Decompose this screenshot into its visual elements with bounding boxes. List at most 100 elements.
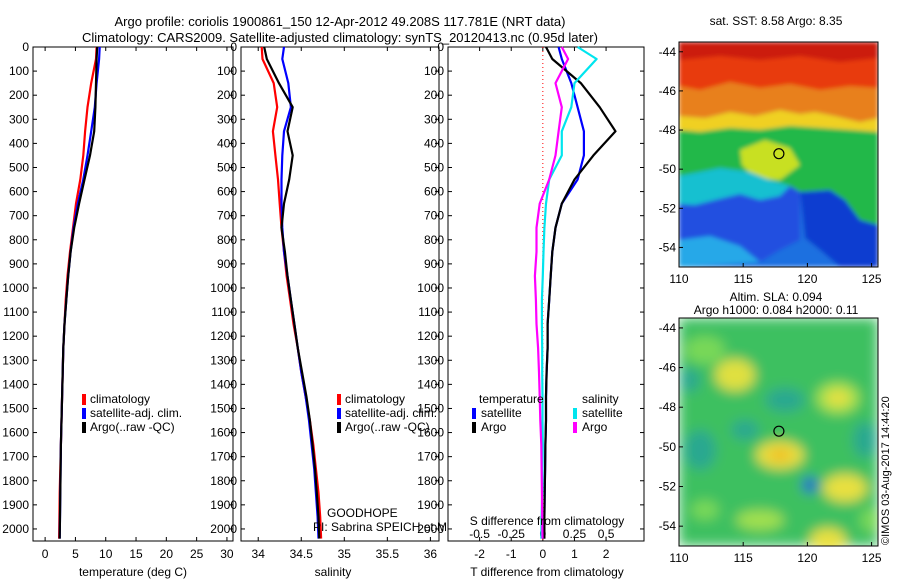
y-tick-label: -48 xyxy=(659,400,677,414)
x-tick-label: 34.5 xyxy=(290,547,314,561)
legend-swatch-sal-satellite xyxy=(573,408,577,419)
x-tick-label: 35 xyxy=(338,547,352,561)
x-tick-label: 0 xyxy=(539,547,546,561)
difference-legend: temperature salinity satellite Argo sate… xyxy=(472,392,623,434)
legend-label-climatology: climatology xyxy=(345,392,405,406)
x-tick-label: 35.5 xyxy=(376,547,400,561)
y-tick-label: 1500 xyxy=(210,401,237,415)
x-tick-label: 15 xyxy=(129,547,143,561)
top-tick-label: 0.5 xyxy=(598,527,615,541)
y-tick-label: 300 xyxy=(424,112,444,126)
y-tick-label: 0 xyxy=(22,40,29,54)
imos-credit: ©IMOS 03-Aug-2017 14:44:20 xyxy=(880,396,892,545)
y-tick-label: 1300 xyxy=(417,353,444,367)
y-tick-label: 1700 xyxy=(2,450,29,464)
legend-label-sal-argo: Argo xyxy=(582,420,608,434)
x-tick-label: 30 xyxy=(220,547,234,561)
legend-swatch-satellite xyxy=(337,408,341,419)
sla-map-axes: 110 115 120 125 -44 -46 -48 -50 -52 -54 xyxy=(659,321,882,565)
y-tick-label: 300 xyxy=(217,112,237,126)
y-tick-label: 1500 xyxy=(417,401,444,415)
y-tick-label: 1400 xyxy=(417,377,444,391)
legend-label-climatology: climatology xyxy=(90,392,150,406)
y-tick-label: 900 xyxy=(217,257,237,271)
y-tick-label: 500 xyxy=(424,160,444,174)
sla-heatmap xyxy=(679,318,878,546)
y-tick-label: 1300 xyxy=(210,353,237,367)
y-tick-label: 2000 xyxy=(2,522,29,536)
y-tick-label: 600 xyxy=(217,185,237,199)
x-tick-label: 0 xyxy=(42,547,49,561)
salinity-axes: 34 34.5 35 35.5 36 0 100 200 300 400 500 600 700 800 9… xyxy=(210,40,439,561)
legend-label-temp-argo: Argo xyxy=(481,420,507,434)
sst-map-title: sat. SST: 8.58 Argo: 8.35 xyxy=(710,14,843,28)
y-tick-label: 400 xyxy=(9,136,29,150)
x-tick-label: 2 xyxy=(603,547,610,561)
x-tick-label: -2 xyxy=(474,547,485,561)
y-tick-label: -52 xyxy=(659,480,677,494)
sla-map-panel: Altim. SLA: 0.094 Argo h1000: 0.084 h200… xyxy=(659,290,882,565)
legend-swatch-temp-argo xyxy=(472,422,476,433)
top-tick-label: -0.25 xyxy=(498,527,526,541)
x-tick-label: 125 xyxy=(862,272,882,286)
difference-axes: -2 -1 0 1 2 0 100 200 300 400 500 600 700 800 900 1000 1… xyxy=(417,40,644,561)
y-tick-label: 100 xyxy=(424,64,444,78)
x-tick-label: 120 xyxy=(797,551,817,565)
y-tick-label: -44 xyxy=(659,45,677,59)
y-tick-label: 1800 xyxy=(210,474,237,488)
y-tick-label: 600 xyxy=(9,185,29,199)
temperature-legend: climatology satellite-adj. clim. Argo(..… xyxy=(82,392,182,434)
x-tick-label: 125 xyxy=(862,551,882,565)
y-tick-label: 1500 xyxy=(2,401,29,415)
y-tick-label: -54 xyxy=(659,519,677,533)
y-tick-label: -44 xyxy=(659,321,677,335)
y-tick-label: 900 xyxy=(9,257,29,271)
difference-series xyxy=(533,46,617,539)
y-tick-label: 100 xyxy=(217,64,237,78)
y-tick-label: -50 xyxy=(659,440,677,454)
temperature-xlabel: temperature (deg C) xyxy=(79,565,187,579)
salinity-panel: 34 34.5 35 35.5 3601002003004005006007008009… xyxy=(210,40,515,579)
y-tick-label: 1600 xyxy=(417,426,444,440)
y-tick-label: 1900 xyxy=(210,498,237,512)
y-tick-label: 800 xyxy=(424,233,444,247)
salinity-plot-frame xyxy=(240,46,440,542)
y-tick-label: 1700 xyxy=(417,450,444,464)
legend-label-argo: Argo(..raw -QC) xyxy=(345,420,430,434)
y-tick-label: 700 xyxy=(424,209,444,223)
y-tick-label: 500 xyxy=(9,160,29,174)
y-tick-label: 700 xyxy=(9,209,29,223)
x-tick-label: 115 xyxy=(734,551,753,565)
top-tick-label: 0.25 xyxy=(563,527,587,541)
y-tick-label: 1700 xyxy=(210,450,237,464)
y-tick-label: 1200 xyxy=(417,329,444,343)
y-tick-label: 1000 xyxy=(2,281,29,295)
y-tick-label: 200 xyxy=(424,88,444,102)
x-tick-label: 34 xyxy=(252,547,266,561)
legend-swatch-climatology xyxy=(337,394,341,405)
y-tick-label: 1000 xyxy=(417,281,444,295)
y-tick-label: 200 xyxy=(9,88,29,102)
y-tick-label: 800 xyxy=(217,233,237,247)
argo-location-marker xyxy=(773,425,785,437)
y-tick-label: 1200 xyxy=(2,329,29,343)
x-tick-label: 1 xyxy=(571,547,578,561)
temperature-axes: 0 5 10 15 20 25 300100200300400500600700800900… xyxy=(2,40,234,561)
x-tick-label: 120 xyxy=(797,272,817,286)
salinity-series xyxy=(260,46,323,539)
y-tick-label: 400 xyxy=(424,136,444,150)
series-line-satellite xyxy=(540,46,598,539)
sst-map-panel: sat. SST: 8.58 Argo: 8.35 110 115 120 125 -4… xyxy=(659,14,882,286)
y-tick-label: 900 xyxy=(424,257,444,271)
temperature-series xyxy=(58,46,101,539)
legend-header-salinity: salinity xyxy=(582,392,619,406)
y-tick-label: 1000 xyxy=(210,281,237,295)
sla-map-title: Altim. SLA: 0.094 xyxy=(730,290,823,304)
sst-map-frame xyxy=(678,41,879,268)
x-tick-label: 36 xyxy=(424,547,438,561)
difference-top-xlabel: S difference from climatology xyxy=(470,514,625,528)
y-tick-label: 1900 xyxy=(417,498,444,512)
series-line-argo xyxy=(533,46,570,539)
y-tick-label: 1600 xyxy=(210,426,237,440)
